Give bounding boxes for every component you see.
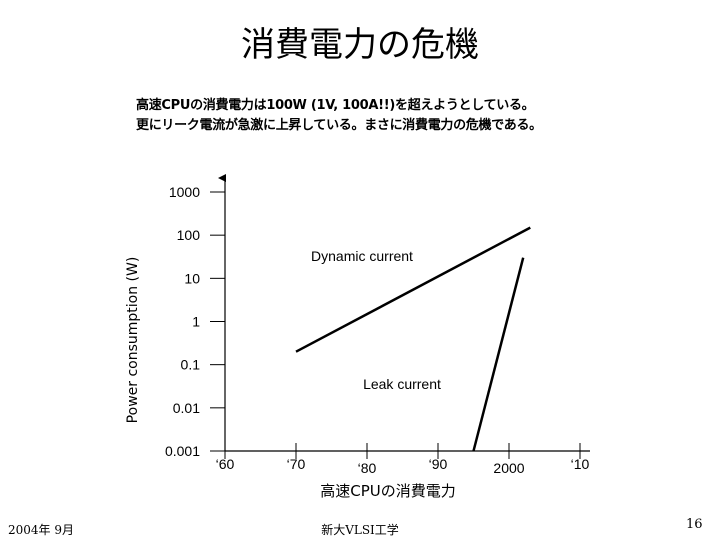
y-tick-label: 0.01 <box>173 400 200 416</box>
x-tick-label: ‘80 <box>358 460 377 476</box>
y-tick-label: 0.1 <box>181 357 201 373</box>
x-tick-label: ‘10 <box>571 456 590 472</box>
x-axis-label: 高速CPUの消費電力 <box>320 482 456 500</box>
dynamic-current-label: Dynamic current <box>311 248 413 264</box>
y-axis-label: Power consumption (W) <box>125 257 141 424</box>
footer-course: 新大VLSI工学 <box>321 523 399 537</box>
slide-title: 消費電力の危機 <box>241 25 479 65</box>
x-tick-label: ‘90 <box>429 456 448 472</box>
y-tick-label: 100 <box>177 227 201 243</box>
y-tick-label: 10 <box>184 270 200 286</box>
x-tick-label: ‘60 <box>216 456 235 472</box>
x-tick-label: 2000 <box>493 460 524 476</box>
slide-subtitle: 高速CPUの消費電力は100W (1V, 100A!!)を超えようとしている。 … <box>136 96 696 136</box>
leak-current-label: Leak current <box>363 376 441 392</box>
subtitle-line-1: 高速CPUの消費電力は100W (1V, 100A!!)を超えようとしている。 <box>136 98 535 113</box>
dynamic-current-line <box>295 226 531 353</box>
page-number: 16 <box>686 517 703 532</box>
y-tick-label: 1000 <box>169 184 200 200</box>
x-tick-label: ‘70 <box>287 456 306 472</box>
y-tick-label: 1 <box>192 314 200 330</box>
subtitle-line-2: 更にリーク電流が急激に上昇している。まさに消費電力の危機である。 <box>136 118 542 133</box>
leak-current-line <box>472 257 525 452</box>
y-tick-label: 0.001 <box>165 443 200 459</box>
footer-date: 2004年 9月 <box>8 523 74 537</box>
